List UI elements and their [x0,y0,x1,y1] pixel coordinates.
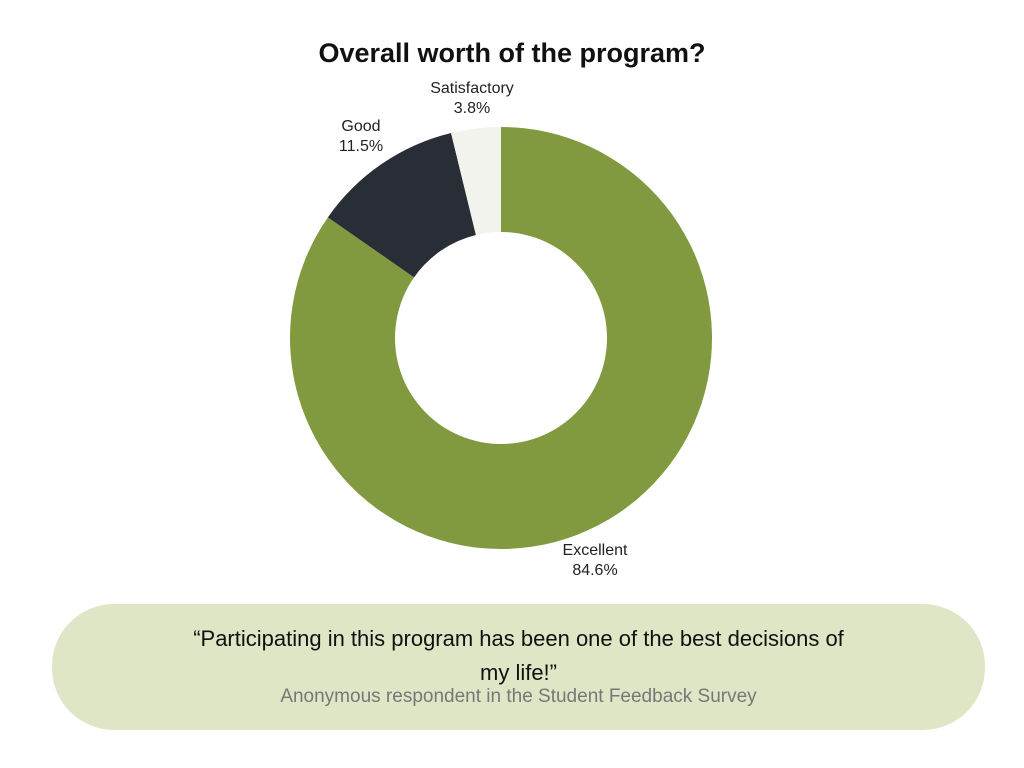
label-satisfactory-name: Satisfactory [430,80,514,97]
label-excellent-value: 84.6% [572,562,618,579]
label-good-name: Good [341,118,381,135]
chart-title: Overall worth of the program? [318,38,706,68]
label-good: Good 11.5% [306,117,416,157]
label-satisfactory: Satisfactory 3.8% [412,79,532,119]
label-good-value: 11.5% [338,138,384,155]
slice-satisfactory [451,127,501,236]
label-satisfactory-value: 3.8% [453,100,491,117]
label-excellent-name: Excellent [562,542,628,559]
label-excellent: Excellent 84.6% [540,541,650,581]
slice-excellent [290,127,712,550]
testimonial-quote: “Participating in this program has been … [193,626,844,685]
testimonial-box: “Participating in this program has been … [52,604,985,730]
donut-chart [290,127,712,550]
slice-good [327,132,476,278]
testimonial-attribution: Anonymous respondent in the Student Feed… [280,686,757,707]
